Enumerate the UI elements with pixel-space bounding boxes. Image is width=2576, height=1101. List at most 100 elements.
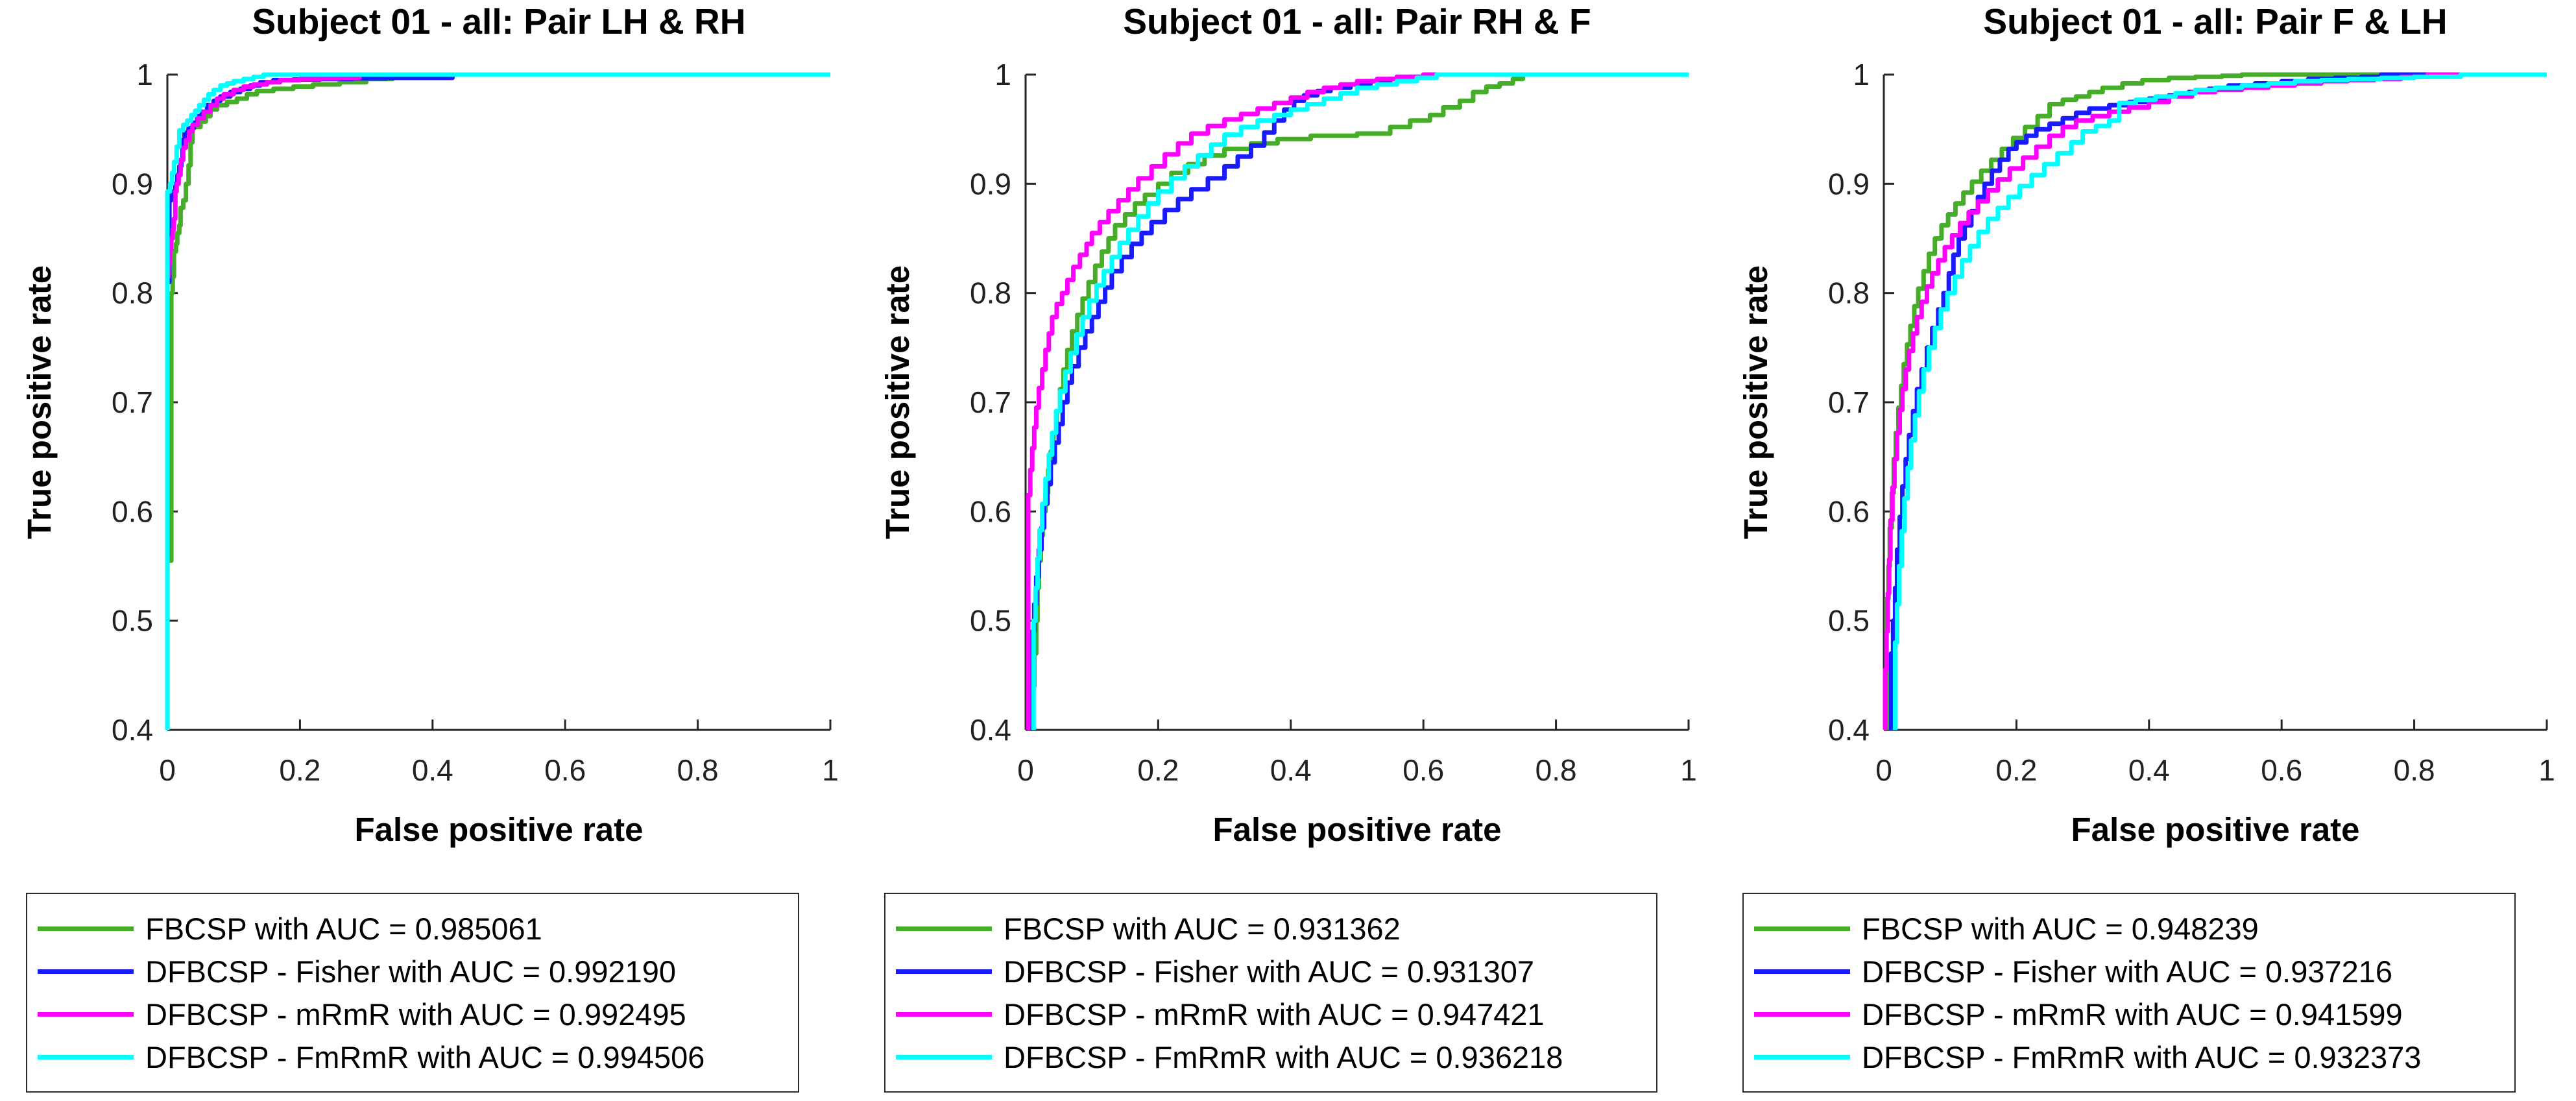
y-tick-label: 0.5	[112, 604, 153, 638]
y-tick-label: 0.7	[1828, 385, 1870, 419]
legend-item: DFBCSP - FmRmR with AUC = 0.994506	[38, 1035, 794, 1078]
chart-title: Subject 01 - all: Pair F & LH	[1983, 1, 2447, 42]
y-tick-label: 0.5	[1828, 604, 1870, 638]
y-tick-label: 0.6	[1828, 494, 1870, 528]
roc-plot-2: Subject 01 - all: Pair RH & F 0 0.2 0.4 0.6 0…	[879, 1, 1697, 848]
y-tick-label: 0.6	[112, 494, 153, 528]
legend-line-swatch	[38, 926, 134, 931]
legend-line-swatch	[38, 1054, 134, 1059]
roc-curve-fbcsp	[1884, 72, 2547, 730]
roc-curve-dfbcsp-fisher	[1028, 72, 1689, 730]
x-axis-label: False positive rate	[2071, 811, 2359, 848]
roc-curve-fbcsp	[165, 72, 830, 730]
legend-item: DFBCSP - mRmR with AUC = 0.947421	[896, 993, 1652, 1035]
y-tick-label: 0.9	[112, 167, 153, 200]
legend-label: DFBCSP - mRmR with AUC = 0.941599	[1862, 997, 2403, 1032]
chart-title: Subject 01 - all: Pair RH & F	[1123, 1, 1591, 42]
x-tick-label: 0.2	[1995, 753, 2037, 787]
chart-panel-1: Subject 01 - all: Pair LH & RH 0 0.2 0.4 0.6…	[0, 0, 858, 1101]
roc-plot-3: Subject 01 - all: Pair F & LH 0 0.2 0.4 0.6 0…	[1737, 1, 2555, 848]
y-tick-label: 0.4	[970, 713, 1011, 747]
y-tick-label: 0.8	[1828, 276, 1870, 310]
roc-curve-dfbcsp-mrmr	[1026, 72, 1689, 730]
x-tick-label: 0	[1017, 753, 1034, 787]
legend-item: FBCSP with AUC = 0.985061	[38, 907, 794, 950]
legend-box-2: FBCSP with AUC = 0.931362 DFBCSP - Fisher…	[884, 893, 1657, 1093]
legend-label: DFBCSP - FmRmR with AUC = 0.936218	[1004, 1039, 1563, 1074]
x-tick-label: 0.4	[1270, 753, 1312, 787]
x-tick-label: 0.6	[1402, 753, 1444, 787]
legend-line-swatch	[1754, 1054, 1850, 1059]
legend-item: DFBCSP - Fisher with AUC = 0.937216	[1754, 950, 2510, 993]
y-tick-label: 0.9	[970, 167, 1011, 200]
roc-curve-dfbcsp-fmrmr	[165, 72, 830, 730]
x-tick-label: 0.8	[677, 753, 719, 787]
y-tick-label: 0.8	[970, 276, 1011, 310]
roc-curve-dfbcsp-fisher	[165, 72, 830, 730]
legend-box-1: FBCSP with AUC = 0.985061 DFBCSP - Fisher…	[26, 893, 799, 1093]
legend-label: DFBCSP - mRmR with AUC = 0.992495	[145, 997, 686, 1032]
y-tick-label: 1	[994, 58, 1011, 91]
x-axis-label: False positive rate	[354, 811, 643, 848]
legend-line-swatch	[896, 1054, 992, 1059]
legend-label: FBCSP with AUC = 0.931362	[1004, 911, 1401, 946]
roc-curve-dfbcsp-fmrmr	[1892, 72, 2547, 730]
legend-label: DFBCSP - Fisher with AUC = 0.931307	[1004, 954, 1535, 989]
y-tick-label: 0.7	[112, 385, 153, 419]
chart-panel-3: Subject 01 - all: Pair F & LH 0 0.2 0.4 0.6 0…	[1716, 0, 2575, 1101]
x-tick-label: 1	[1680, 753, 1697, 787]
roc-curve-dfbcsp-fmrmr	[1031, 72, 1689, 730]
x-tick-label: 0	[159, 753, 176, 787]
roc-plot-1: Subject 01 - all: Pair LH & RH 0 0.2 0.4 0.6…	[21, 1, 839, 848]
y-tick-label: 0.9	[1828, 167, 1870, 200]
legend-item: DFBCSP - Fisher with AUC = 0.992190	[38, 950, 794, 993]
legend-item: FBCSP with AUC = 0.948239	[1754, 907, 2510, 950]
x-tick-label: 0.2	[1137, 753, 1179, 787]
x-axis-label: False positive rate	[1212, 811, 1501, 848]
legend-item: DFBCSP - mRmR with AUC = 0.941599	[1754, 993, 2510, 1035]
roc-curve-dfbcsp-mrmr	[165, 72, 830, 730]
x-tick-label: 0.6	[2261, 753, 2302, 787]
legend-line-swatch	[1754, 926, 1850, 931]
legend-label: FBCSP with AUC = 0.948239	[1862, 911, 2259, 946]
y-axis-label: True positive rate	[1737, 265, 1774, 539]
legend-item: DFBCSP - FmRmR with AUC = 0.932373	[1754, 1035, 2510, 1078]
x-tick-label: 0	[1875, 753, 1892, 787]
legend-line-swatch	[1754, 1011, 1850, 1017]
y-tick-label: 0.4	[112, 713, 153, 747]
y-tick-label: 0.6	[970, 494, 1011, 528]
legend-label: DFBCSP - FmRmR with AUC = 0.932373	[1862, 1039, 2422, 1074]
y-tick-label: 1	[136, 58, 153, 91]
y-tick-label: 0.7	[970, 385, 1011, 419]
y-axis-label: True positive rate	[879, 265, 916, 539]
x-tick-label: 1	[822, 753, 839, 787]
y-tick-label: 0.5	[970, 604, 1011, 638]
legend-label: DFBCSP - Fisher with AUC = 0.937216	[1862, 954, 2393, 989]
x-tick-label: 1	[2538, 753, 2555, 787]
legend-label: DFBCSP - Fisher with AUC = 0.992190	[145, 954, 677, 989]
x-tick-label: 0.4	[2128, 753, 2170, 787]
legend-item: DFBCSP - mRmR with AUC = 0.992495	[38, 993, 794, 1035]
chart-panel-2: Subject 01 - all: Pair RH & F 0 0.2 0.4 0.6 0…	[858, 0, 1716, 1101]
legend-line-swatch	[896, 926, 992, 931]
x-tick-label: 0.4	[412, 753, 453, 787]
legend-item: FBCSP with AUC = 0.931362	[896, 907, 1652, 950]
legend-line-swatch	[896, 1011, 992, 1017]
roc-curve-fbcsp	[1029, 72, 1689, 730]
y-tick-label: 0.4	[1828, 713, 1870, 747]
legend-item: DFBCSP - FmRmR with AUC = 0.936218	[896, 1035, 1652, 1078]
x-tick-label: 0.6	[544, 753, 586, 787]
x-tick-label: 0.2	[279, 753, 320, 787]
legend-line-swatch	[1754, 969, 1850, 974]
legend-label: DFBCSP - FmRmR with AUC = 0.994506	[145, 1039, 705, 1074]
legend-line-swatch	[38, 969, 134, 974]
legend-item: DFBCSP - Fisher with AUC = 0.931307	[896, 950, 1652, 993]
y-tick-label: 0.8	[112, 276, 153, 310]
legend-label: DFBCSP - mRmR with AUC = 0.947421	[1004, 997, 1545, 1032]
x-tick-label: 0.8	[2394, 753, 2435, 787]
legend-line-swatch	[896, 969, 992, 974]
y-tick-label: 1	[1853, 58, 1870, 91]
legend-box-3: FBCSP with AUC = 0.948239 DFBCSP - Fisher…	[1742, 893, 2516, 1093]
